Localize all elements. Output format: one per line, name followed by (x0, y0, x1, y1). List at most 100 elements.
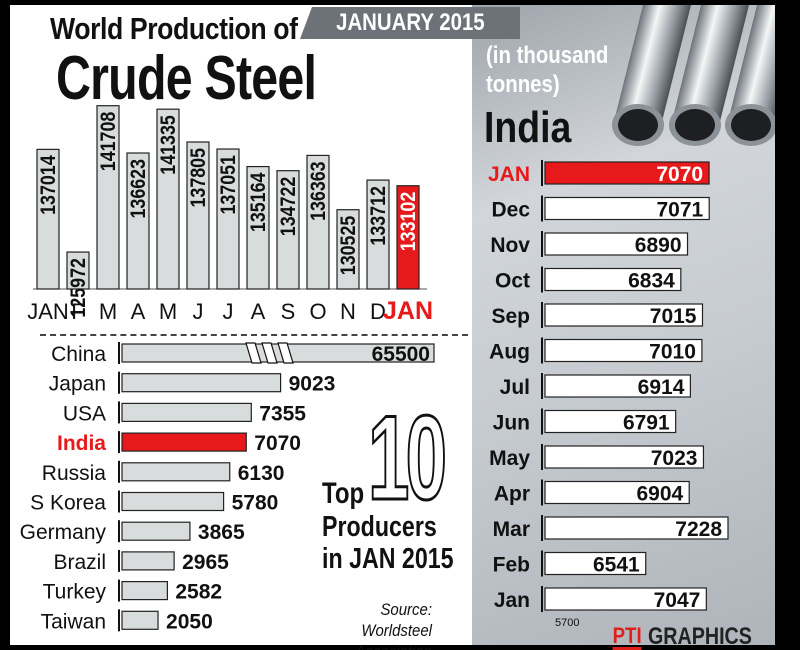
india-axis-min-label: 5700 (555, 617, 580, 629)
india-value-label: 6791 (623, 412, 670, 435)
producer-bar (121, 462, 231, 482)
month-bar (66, 251, 90, 290)
india-bar (544, 338, 703, 363)
producer-bar (121, 551, 175, 571)
month-bar (246, 165, 270, 290)
date-banner-label: JANUARY 2015 (335, 9, 485, 36)
charts-canvas: 137014JAN125972F141708M136623A141335M137… (20, 105, 729, 633)
producer-name-label: Japan (49, 373, 106, 396)
month-bar (36, 148, 60, 290)
month-tick-label: S (281, 299, 296, 324)
india-value-label: 7070 (656, 163, 703, 186)
month-value-label: 137051 (217, 155, 241, 215)
source-note: Source: Worldsteel Association (300, 599, 432, 650)
india-month-label: Nov (490, 234, 530, 257)
month-tick-label: JAN (27, 299, 69, 324)
india-bar (544, 232, 689, 256)
section-divider (40, 334, 468, 336)
month-tick-label: D (370, 299, 386, 324)
producer-value-label: 7070 (254, 432, 301, 455)
month-tick-label: O (309, 299, 326, 324)
pti-logo: PTI (612, 622, 642, 650)
india-month-label: Feb (493, 554, 530, 577)
month-value-label: 136623 (127, 159, 151, 219)
india-value-label: 7228 (675, 518, 722, 541)
month-value-label: 136363 (307, 161, 331, 221)
india-month-label: Aug (489, 341, 530, 364)
india-month-label: Jan (494, 589, 530, 612)
producer-value-label: 2965 (182, 551, 229, 574)
month-bar (186, 141, 210, 290)
month-bar (396, 185, 420, 290)
producer-name-label: China (51, 343, 106, 366)
producer-bar (121, 491, 225, 512)
producer-name-label: Brazil (53, 551, 106, 574)
india-month-label: Mar (493, 518, 530, 541)
producer-bar (121, 610, 159, 630)
month-bar (126, 152, 150, 290)
producer-value-label: 6130 (238, 462, 285, 485)
month-tick-label: N (340, 299, 356, 324)
month-value-label: 141708 (97, 112, 121, 172)
date-banner: JANUARY 2015 (300, 7, 520, 39)
india-value-label: 7071 (656, 199, 703, 222)
india-value-label: 6914 (638, 376, 685, 399)
axis-break-marker (277, 342, 294, 364)
producer-value-label: 2050 (166, 610, 213, 633)
unit-note-line2: tonnes) (486, 71, 560, 98)
source-name: Worldsteel Association (355, 621, 432, 650)
india-heading: India (484, 103, 572, 152)
india-bar (544, 267, 682, 292)
india-month-label: Dec (491, 199, 530, 222)
credit-text: GRAPHICS (648, 623, 753, 650)
india-value-label: 7047 (654, 589, 701, 612)
month-tick-label: F (71, 299, 84, 324)
india-month-label: JAN (488, 163, 530, 186)
india-bar (544, 374, 691, 398)
axis-break-marker (245, 342, 262, 364)
steel-pipes-illustration (612, 5, 775, 146)
india-bar (544, 480, 690, 505)
month-bar (216, 148, 240, 290)
india-value-label: 7023 (651, 447, 698, 470)
india-month-label: Jun (493, 412, 530, 435)
producer-value-label: 2582 (175, 581, 222, 604)
india-value-label: 7015 (650, 305, 697, 328)
producer-name-label: Russia (42, 462, 107, 485)
axis-break-marker (261, 342, 278, 364)
month-value-label: 130525 (337, 216, 361, 276)
india-value-label: 6834 (628, 270, 675, 293)
india-bar (544, 587, 707, 611)
india-value-label: 6904 (636, 483, 683, 506)
month-bar (306, 154, 330, 290)
producer-bar (121, 432, 247, 452)
month-tick-label: A (251, 299, 266, 324)
month-tick-label: M (99, 299, 117, 324)
top10-label-period: in JAN 2015 (322, 543, 454, 575)
month-bar (96, 105, 120, 290)
producer-value-label: 65500 (372, 343, 430, 366)
india-bar (544, 409, 677, 434)
india-month-label: Sep (491, 305, 530, 328)
producer-bar (121, 521, 191, 541)
producer-name-label: Turkey (43, 581, 107, 604)
producer-name-label: Germany (20, 521, 107, 544)
month-bar (336, 209, 360, 290)
credit: PTI GRAPHICS (610, 623, 775, 650)
chart-title-line1: World Production of (50, 11, 298, 46)
month-tick-label: J (193, 299, 204, 324)
producer-value-label: 3865 (198, 521, 245, 544)
producer-bar (121, 580, 168, 601)
month-bar (156, 108, 180, 290)
chart-title-line2: Crude Steel (56, 44, 317, 113)
india-bar (544, 516, 729, 540)
producer-name-label: Taiwan (41, 610, 106, 633)
top10-number: 10 (367, 391, 448, 525)
month-value-label: 137014 (37, 155, 61, 215)
month-tick-label: JAN (383, 297, 433, 325)
india-month-label: Oct (495, 270, 530, 293)
india-value-label: 7010 (649, 341, 696, 364)
producer-value-label: 5780 (232, 492, 279, 515)
producer-name-label: USA (63, 402, 106, 425)
